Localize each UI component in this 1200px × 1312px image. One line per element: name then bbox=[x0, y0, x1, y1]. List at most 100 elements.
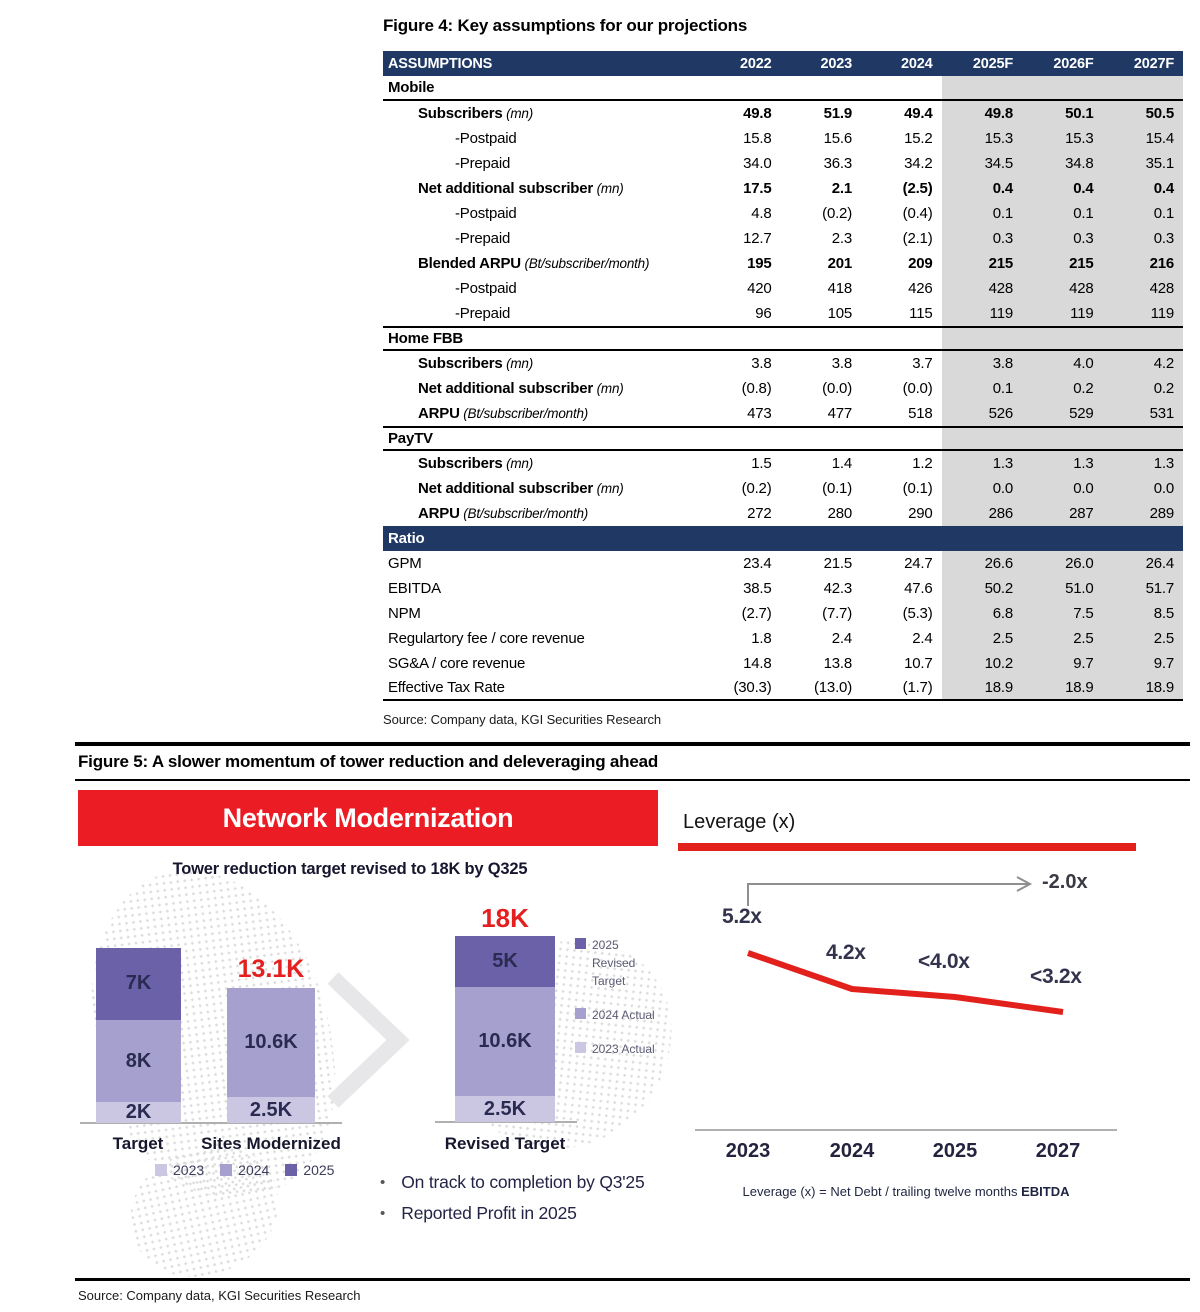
leverage-year-label: 2027 bbox=[1035, 1140, 1081, 1162]
tower-chart-legend: 2023 2024 2025 bbox=[155, 1162, 334, 1178]
bar-segment-label: 2.5K bbox=[249, 1098, 293, 1121]
table-cell bbox=[941, 76, 1022, 99]
table-cell: 1.2 bbox=[912, 455, 933, 472]
table-cell: 15.6 bbox=[823, 130, 853, 147]
bar-segment-light: 2K bbox=[96, 1101, 181, 1123]
assumptions-table: ASSUMPTIONS 2022 2023 2024 2025F 2026F 2027F Mo… bbox=[383, 51, 1183, 701]
row-label-unit: (Bt/subscriber/month) bbox=[520, 256, 650, 271]
legend-item: 2024 bbox=[220, 1162, 269, 1178]
bar-segment-label: 5K bbox=[492, 949, 518, 972]
table-cell: 36.3 bbox=[823, 155, 853, 172]
bar-segment-medium: 10.6K bbox=[227, 988, 315, 1098]
table-cell: 473 bbox=[747, 405, 772, 422]
table-cell: 49.8 bbox=[941, 101, 1022, 126]
table-data-row: ARPU (Bt/subscriber/month) 473 477 518 526 52… bbox=[383, 401, 1183, 426]
table-row-label: -Prepaid bbox=[383, 305, 700, 322]
table-cell: 3.7 bbox=[912, 355, 933, 372]
table-data-row: GPM 23.4 21.5 24.7 26.6 26.0 26.4 bbox=[383, 551, 1183, 576]
row-label-text: Ratio bbox=[388, 530, 425, 547]
target-arrow-head bbox=[1016, 876, 1033, 892]
bullet-marker: • bbox=[380, 1174, 386, 1191]
table-header-cell: 2022 bbox=[740, 55, 772, 72]
table-cell: 426 bbox=[908, 280, 933, 297]
table-cell: 15.3 bbox=[941, 126, 1022, 151]
row-label-unit: (mn) bbox=[593, 381, 624, 396]
table-cell: 96 bbox=[755, 305, 772, 322]
leverage-target-label: -2.0x bbox=[1042, 871, 1088, 893]
table-row-label: Blended ARPU (Bt/subscriber/month) bbox=[383, 255, 700, 272]
figure4-source: Source: Company data, KGI Securities Res… bbox=[383, 712, 662, 727]
table-cell: 8.5 bbox=[1102, 601, 1183, 626]
table-cell: 18.9 bbox=[941, 676, 1022, 699]
table-cell: 215 bbox=[941, 251, 1022, 276]
row-label-unit: (Bt/subscriber/month) bbox=[459, 406, 589, 421]
table-data-row: -Postpaid 4.8 (0.2) (0.4) 0.1 0.1 0.1 bbox=[383, 201, 1183, 226]
table-cell bbox=[941, 328, 1022, 349]
table-cell: 3.8 bbox=[831, 355, 852, 372]
bar-segment-label: 2.5K bbox=[483, 1097, 527, 1120]
table-cell: 50.2 bbox=[941, 576, 1022, 601]
table-row-label: PayTV bbox=[383, 430, 700, 447]
table-cell: 50.5 bbox=[1102, 101, 1183, 126]
row-label-text: ARPU bbox=[418, 405, 460, 422]
table-data-row: Regulartory fee / core revenue 1.8 2.4 2.4 2… bbox=[383, 626, 1183, 651]
legend-swatch-medium bbox=[575, 1008, 586, 1019]
table-cell: 2.5 bbox=[941, 626, 1022, 651]
table-data-row: -Prepaid 34.0 36.3 34.2 34.5 34.8 35.1 bbox=[383, 151, 1183, 176]
table-cell: 18.9 bbox=[1022, 676, 1103, 699]
legend-label: 2024 Actual bbox=[592, 1008, 655, 1022]
table-cell: 531 bbox=[1102, 401, 1183, 426]
table-header-cell: 2023 bbox=[820, 55, 853, 72]
table-cell: 428 bbox=[1022, 276, 1103, 301]
row-label-unit: (mn) bbox=[593, 181, 624, 196]
table-cell: 272 bbox=[747, 505, 772, 522]
table-data-row: Net additional subscriber (mn) (0.8) (0.0)… bbox=[383, 376, 1183, 401]
table-cell: 418 bbox=[827, 280, 853, 297]
table-data-row: ARPU (Bt/subscriber/month) 272 280 290 286 28… bbox=[383, 501, 1183, 526]
leverage-footnote-bold: EBITDA bbox=[1021, 1184, 1070, 1199]
table-header-cell: 2026F bbox=[1053, 55, 1094, 72]
row-label-text: SG&A / core revenue bbox=[388, 655, 526, 672]
legend-item: 2023 bbox=[155, 1162, 204, 1178]
bar-segment-medium: 10.6K bbox=[455, 987, 555, 1097]
table-row-label: -Prepaid bbox=[383, 230, 700, 247]
table-cell: 1.3 bbox=[1022, 451, 1103, 476]
table-cell: 24.7 bbox=[904, 555, 933, 572]
table-cell: 286 bbox=[941, 501, 1022, 526]
table-row-label: -Postpaid bbox=[383, 280, 700, 297]
table-row-label: GPM bbox=[383, 555, 700, 572]
table-cell: 1.5 bbox=[751, 455, 772, 472]
table-header-cell: ASSUMPTIONS bbox=[388, 55, 493, 72]
legend-label: 2025 bbox=[303, 1162, 335, 1178]
network-modernization-banner: Network Modernization bbox=[78, 790, 658, 846]
table-data-row: Effective Tax Rate (30.3) (13.0) (1.7) 18.9 1… bbox=[383, 676, 1183, 701]
row-label-text: Subscribers bbox=[418, 355, 503, 372]
figure4-block: Figure 4: Key assumptions for our projec… bbox=[383, 16, 1183, 727]
figure4-title: Figure 4: Key assumptions for our projec… bbox=[383, 16, 748, 35]
table-cell: 12.7 bbox=[743, 230, 772, 247]
table-cell: (0.0) bbox=[822, 380, 852, 397]
table-cell: 0.3 bbox=[1102, 226, 1183, 251]
table-cell: 10.2 bbox=[941, 651, 1022, 676]
table-data-row: Subscribers (mn) 49.8 51.9 49.4 49.8 50.1 50.5 bbox=[383, 101, 1183, 126]
legend-label: 2023 bbox=[173, 1162, 205, 1178]
row-label-text: Net additional subscriber bbox=[418, 380, 594, 397]
table-cell: 529 bbox=[1022, 401, 1103, 426]
table-row-label: Home FBB bbox=[383, 330, 700, 347]
table-row-label: Mobile bbox=[383, 79, 700, 96]
table-cell: 428 bbox=[941, 276, 1022, 301]
table-data-row: Blended ARPU (Bt/subscriber/month) 195 201… bbox=[383, 251, 1183, 276]
leverage-year-label: 2023 bbox=[725, 1140, 771, 1162]
table-cell: 0.1 bbox=[1022, 201, 1103, 226]
leverage-year-label: 2024 bbox=[829, 1140, 875, 1162]
table-cell: (0.1) bbox=[822, 480, 852, 497]
table-cell: 51.0 bbox=[1022, 576, 1103, 601]
bar-total-label: 18K bbox=[481, 902, 529, 933]
table-cell: 209 bbox=[908, 255, 933, 272]
table-cell: 51.9 bbox=[823, 105, 853, 122]
table-cell: 3.8 bbox=[941, 351, 1022, 376]
row-label-text: -Postpaid bbox=[455, 130, 517, 147]
table-cell: 119 bbox=[1022, 301, 1103, 326]
table-cell bbox=[1102, 428, 1183, 449]
table-row-label: Ratio bbox=[383, 530, 700, 547]
